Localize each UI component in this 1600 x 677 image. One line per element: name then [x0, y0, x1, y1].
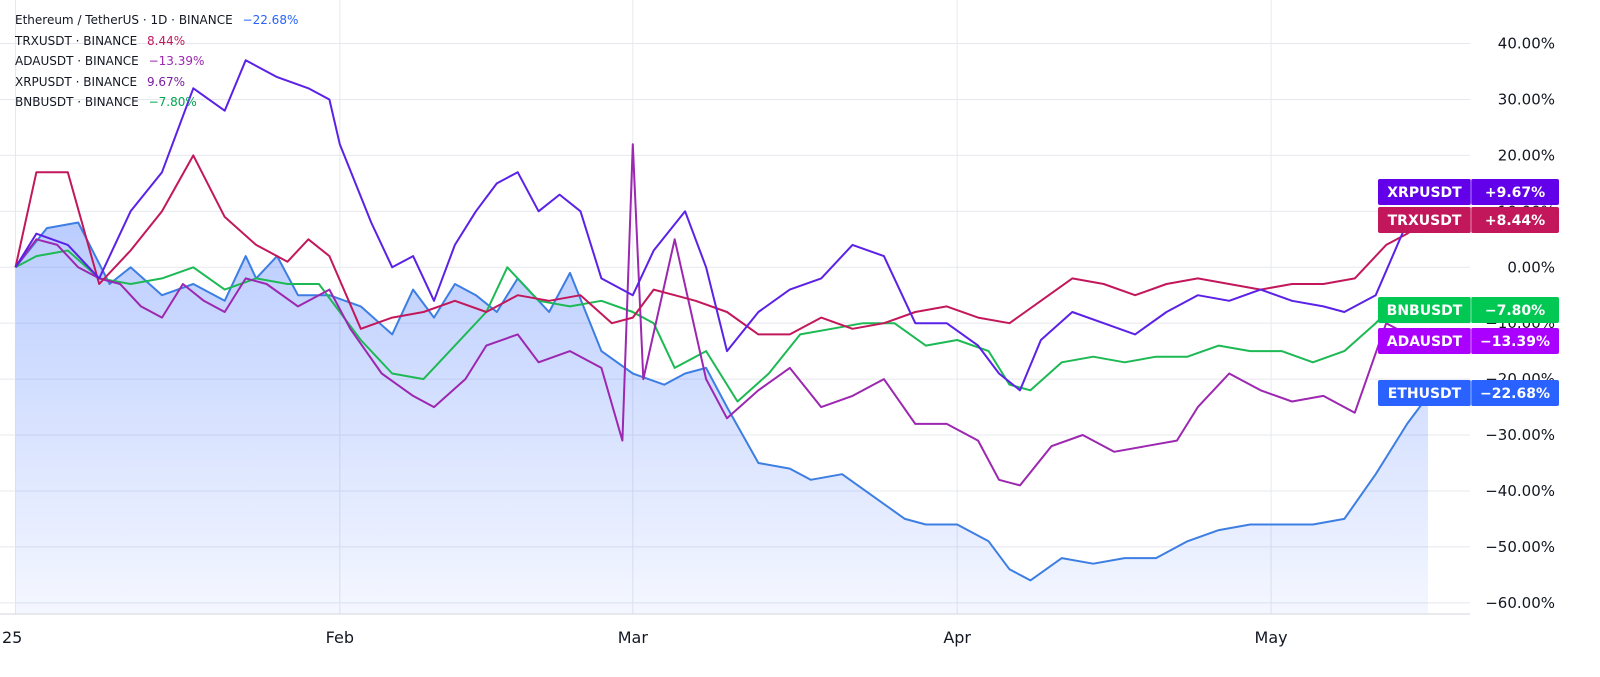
legend-ada-text: ADAUSDT · BINANCE	[15, 54, 139, 68]
x-tick-label: Mar	[618, 628, 649, 647]
y-tick-label: 40.00%	[1498, 35, 1555, 53]
tag-xrp-value: +9.67%	[1485, 185, 1545, 201]
tag-eth-value-bg	[1471, 380, 1559, 406]
x-tick-label: Apr	[943, 628, 971, 647]
y-tick-label: 30.00%	[1498, 90, 1555, 108]
tag-eth-value: −22.68%	[1480, 386, 1550, 402]
tag-ada-symbol-bg	[1378, 328, 1471, 354]
legend-main-exchange: BINANCE	[178, 13, 233, 27]
y-tick-label: −30.00%	[1485, 426, 1555, 444]
y-tick-label: 20.00%	[1498, 146, 1555, 164]
tag-xrp: XRPUSDT +9.67%	[1378, 179, 1559, 205]
tag-trx-symbol: TRXUSDT	[1388, 213, 1462, 229]
tag-bnb-value-bg	[1471, 297, 1559, 323]
tag-bnb-value: −7.80%	[1485, 303, 1545, 319]
tag-ada-value-bg	[1471, 328, 1559, 354]
legend-bnb-change: −7.80%	[148, 95, 197, 109]
eth-line[interactable]	[14, 221, 1429, 582]
tag-bnb: BNBUSDT −7.80%	[1378, 297, 1559, 323]
legend-ada-change: −13.39%	[148, 54, 205, 68]
eth-area	[15, 222, 1428, 614]
tag-bnb-symbol-bg	[1378, 297, 1471, 323]
time-axis[interactable]: 25 Feb Mar Apr May	[0, 613, 1470, 647]
x-tick-label: Feb	[326, 628, 354, 647]
last-value-tags: XRPUSDT +9.67% TRXUSDT +8.44% BNBUSDT −7.80% A…	[1378, 179, 1559, 406]
tag-ada-symbol: ADAUSDT	[1387, 334, 1463, 350]
tag-ada-value: −13.39%	[1480, 334, 1550, 350]
legend-row-ada[interactable]: ADAUSDT · BINANCE −13.39%	[15, 51, 298, 72]
series-lines	[14, 59, 1432, 582]
price-axis[interactable]: 40.00%30.00%20.00%10.00%0.00%−10.00%−20.…	[1485, 35, 1555, 612]
legend-bnb-text: BNBUSDT · BINANCE	[15, 95, 139, 109]
legend-row-bnb[interactable]: BNBUSDT · BINANCE −7.80%	[15, 92, 298, 113]
tag-eth-symbol-bg	[1378, 380, 1471, 406]
ada-line[interactable]	[14, 143, 1429, 487]
legend-main-interval: 1D	[150, 13, 168, 27]
tag-xrp-symbol: XRPUSDT	[1387, 185, 1462, 201]
tag-ada: ADAUSDT −13.39%	[1378, 328, 1559, 354]
legend-trx-change: 8.44%	[147, 33, 186, 48]
x-tick-label: 25	[2, 628, 22, 647]
y-tick-label: 0.00%	[1507, 258, 1555, 276]
tag-eth-symbol: ETHUSDT	[1388, 386, 1462, 402]
legend-main-change: −22.68%	[242, 13, 299, 27]
legend: Ethereum / TetherUS · 1D · BINANCE −22.6…	[15, 10, 298, 113]
legend-main[interactable]: Ethereum / TetherUS · 1D · BINANCE −22.6…	[15, 13, 299, 27]
y-tick-label: −60.00%	[1485, 594, 1555, 612]
tag-trx-symbol-bg	[1378, 207, 1471, 233]
tag-trx-value-bg	[1471, 207, 1559, 233]
legend-trx-text: TRXUSDT · BINANCE	[15, 33, 138, 48]
tag-trx: TRXUSDT +8.44%	[1378, 207, 1559, 233]
tag-xrp-symbol-bg	[1378, 179, 1471, 205]
y-tick-label: −50.00%	[1485, 538, 1555, 556]
tag-eth: ETHUSDT −22.68%	[1378, 380, 1559, 406]
legend-xrp-change: 9.67%	[146, 74, 186, 89]
legend-xrp-text: XRPUSDT · BINANCE	[15, 74, 138, 89]
trx-line[interactable]	[14, 154, 1429, 336]
legend-main-symbol: Ethereum / TetherUS	[15, 13, 139, 27]
bnb-line[interactable]	[15, 249, 1429, 403]
eth-area	[15, 222, 1428, 614]
tag-xrp-value-bg	[1471, 179, 1559, 205]
legend-row-trx[interactable]: TRXUSDT · BINANCE 8.44%	[15, 31, 298, 52]
y-tick-label: −40.00%	[1485, 482, 1555, 500]
tag-trx-value: +8.44%	[1485, 213, 1545, 229]
legend-row-xrp[interactable]: XRPUSDT · BINANCE 9.67%	[15, 72, 298, 93]
x-tick-label: May	[1255, 628, 1288, 647]
tag-bnb-symbol: BNBUSDT	[1387, 303, 1463, 319]
xrp-line[interactable]	[14, 59, 1429, 392]
